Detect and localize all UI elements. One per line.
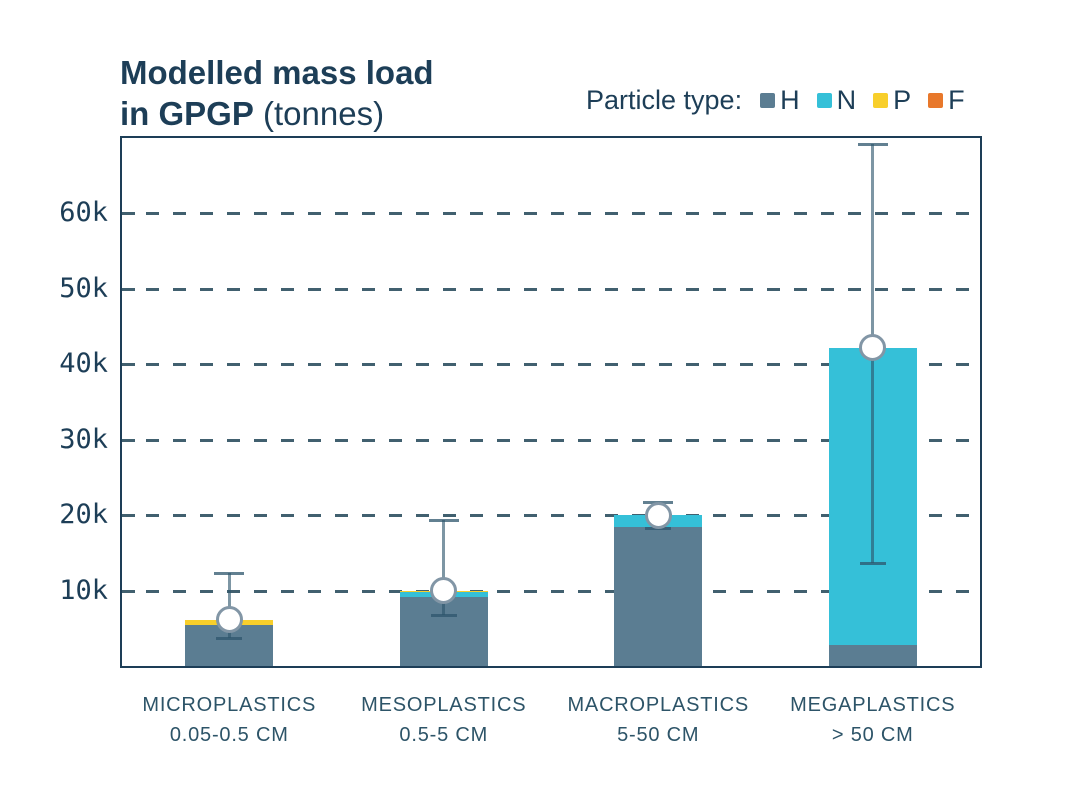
x-axis-label: MACROPLASTICS 5-50 CM bbox=[518, 690, 798, 750]
x-axis-label-size-range: > 50 CM bbox=[831, 724, 914, 746]
y-axis-tick bbox=[122, 287, 135, 291]
x-axis-label: MICROPLASTICS 0.05-0.5 CM bbox=[89, 690, 369, 750]
legend-swatch-H bbox=[760, 93, 776, 108]
gridline bbox=[146, 287, 976, 291]
chart-title: Modelled mass load in GPGP (tonnes) bbox=[120, 52, 434, 134]
x-axis-label-name: MICROPLASTICS bbox=[142, 694, 317, 716]
legend-item-N: N bbox=[816, 85, 857, 116]
error-marker-circle bbox=[859, 334, 887, 362]
gridline bbox=[146, 438, 976, 442]
error-bar-cap-bottom bbox=[859, 562, 886, 566]
gridline bbox=[146, 363, 976, 367]
gridline bbox=[146, 589, 976, 593]
legend-item-H: H bbox=[760, 85, 800, 116]
plot-area bbox=[120, 136, 982, 668]
chart-title-line2: in GPGP (tonnes) bbox=[120, 95, 385, 132]
y-tick-label: 50k bbox=[59, 272, 108, 304]
legend-item-P: P bbox=[873, 85, 911, 116]
legend-item-label: H bbox=[780, 85, 800, 115]
y-axis-tick bbox=[122, 212, 135, 216]
y-axis-tick bbox=[122, 438, 135, 442]
error-bar-cap-bottom bbox=[430, 614, 457, 618]
x-axis-label: MEGAPLASTICS > 50 CM bbox=[733, 690, 1013, 750]
legend: Particle type: H N P F bbox=[586, 84, 982, 116]
legend-item-F: F bbox=[928, 85, 965, 116]
x-axis-label-size-range: 0.05-0.5 CM bbox=[169, 724, 289, 746]
gridline bbox=[146, 212, 976, 216]
y-tick-label: 60k bbox=[59, 197, 108, 229]
legend-item-label: N bbox=[836, 85, 857, 115]
error-bar-cap-top bbox=[857, 143, 888, 147]
y-tick-label: 40k bbox=[59, 348, 108, 380]
y-tick-label: 20k bbox=[59, 499, 108, 531]
legend-swatch-N bbox=[816, 93, 832, 108]
y-tick-label: 30k bbox=[59, 423, 108, 455]
x-axis-label-name: MACROPLASTICS bbox=[567, 694, 750, 716]
legend-swatch-F bbox=[928, 93, 944, 108]
error-marker-circle bbox=[430, 577, 458, 605]
bar-segment-h bbox=[614, 527, 703, 666]
chart-title-line1: Modelled mass load bbox=[120, 54, 434, 91]
y-tick-label: 10k bbox=[59, 574, 108, 606]
legend-item-label: F bbox=[948, 85, 965, 115]
x-axis-label-name: MESOPLASTICS bbox=[361, 694, 527, 716]
x-axis-label: MESOPLASTICS 0.5-5 CM bbox=[304, 690, 584, 750]
legend-item-label: P bbox=[893, 85, 912, 115]
gridline bbox=[146, 514, 976, 518]
error-bar-cap-bottom bbox=[216, 637, 243, 641]
x-axis-label-size-range: 5-50 CM bbox=[617, 724, 700, 746]
legend-label: Particle type: bbox=[586, 84, 743, 115]
error-marker-circle bbox=[644, 501, 672, 529]
y-axis-tick bbox=[122, 589, 135, 593]
x-axis-label-size-range: 0.5-5 CM bbox=[399, 724, 489, 746]
error-bar-cap-top bbox=[214, 572, 245, 576]
error-bar-cap-top bbox=[428, 519, 459, 523]
error-marker-circle bbox=[215, 606, 243, 634]
y-axis-tick bbox=[122, 363, 135, 367]
y-axis-tick bbox=[122, 514, 135, 518]
bar-segment-h bbox=[828, 644, 917, 666]
error-bar-line bbox=[442, 520, 446, 616]
x-axis-label-name: MEGAPLASTICS bbox=[790, 694, 956, 716]
legend-swatch-P bbox=[873, 93, 889, 108]
error-bar-line bbox=[227, 573, 231, 639]
